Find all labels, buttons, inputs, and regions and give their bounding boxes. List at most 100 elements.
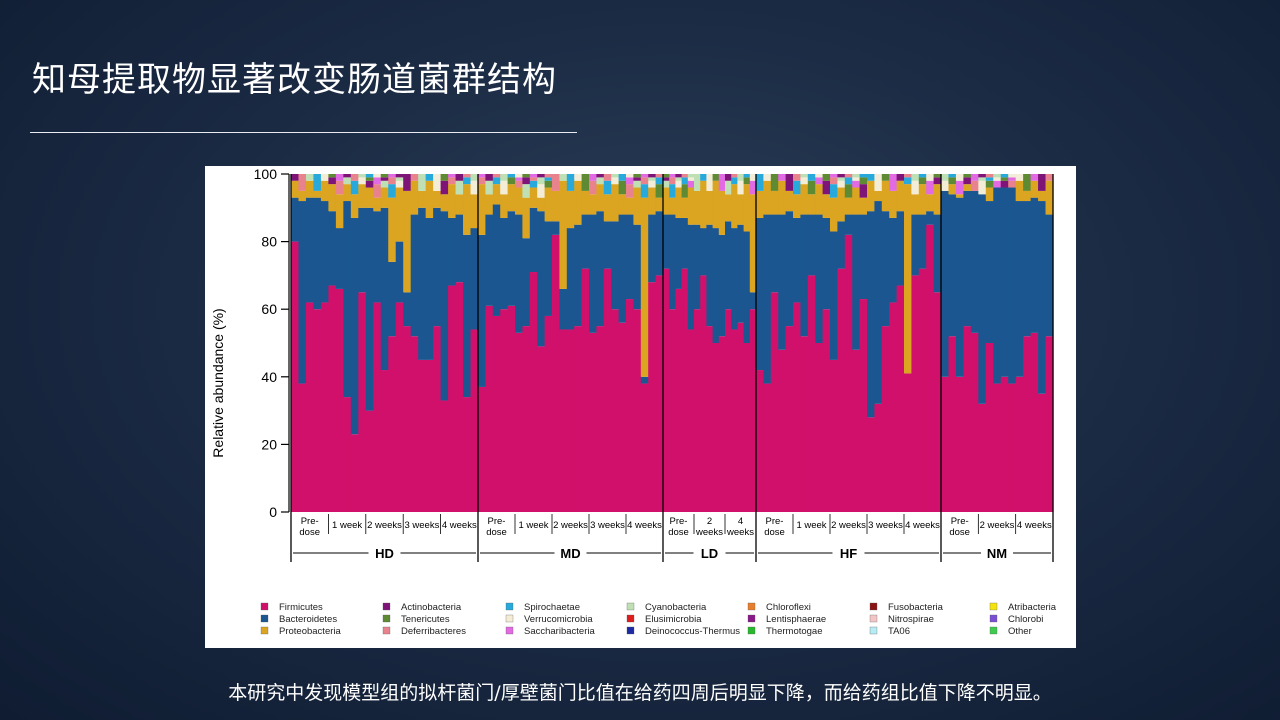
timepoint-label: 4	[738, 516, 743, 527]
bar-segment-saccharibacteria	[778, 174, 787, 181]
bar-segment-cyanobacteria	[596, 177, 605, 185]
legend-swatch-proteobacteria	[260, 626, 269, 635]
legend-label: Fusobacteria	[888, 602, 944, 613]
bar-segment-actinobacteria	[663, 177, 670, 181]
bar-segment-bacteroidetes	[770, 214, 779, 293]
bar-segment-deferribacteres	[515, 180, 523, 188]
bar-segment-proteobacteria	[305, 180, 315, 198]
bar-segment-deferribacteres	[904, 174, 912, 178]
legend-label: Proteobacteria	[279, 626, 342, 637]
bar-segment-proteobacteria	[859, 197, 868, 215]
bar-segment-deferribacteres	[681, 174, 689, 178]
bar-segment-deferribacteres	[373, 184, 382, 198]
bar-segment-actinobacteria	[403, 174, 412, 191]
timepoint-label: 1 week	[332, 520, 362, 531]
bar-segment-bacteroidetes	[852, 214, 861, 350]
bar-segment-firmicutes	[889, 302, 898, 512]
bar-segment-actinobacteria	[485, 174, 494, 181]
bar-segment-bacteroidetes	[305, 197, 315, 303]
bar-segment-proteobacteria	[867, 180, 875, 212]
bar-segment-proteobacteria	[663, 187, 670, 215]
bar-segment-tenericutes	[507, 177, 516, 185]
bar-segment-proteobacteria	[492, 184, 501, 205]
group-label-hf: HF	[840, 546, 857, 561]
bar-segment-saccharibacteria	[515, 177, 523, 181]
bar-segment-tenericutes	[544, 180, 553, 188]
bar-segment-verrucomicrobia	[837, 180, 846, 188]
bar-segment-verrucomicrobia	[955, 174, 964, 181]
bar-segment-spirochaetae	[388, 184, 397, 198]
legend-swatch-spirochaetae	[505, 602, 514, 611]
bar-segment-spirochaetae	[669, 184, 676, 198]
bar-segment-firmicutes	[844, 234, 853, 512]
bar-segment-actinobacteria	[933, 177, 942, 185]
bar-segment-bacteroidetes	[889, 217, 898, 303]
legend-swatch-bacteroidetes	[260, 614, 269, 623]
bar-segment-actinobacteria	[785, 174, 794, 191]
bar-segment-proteobacteria	[718, 190, 726, 235]
bar-segment-firmicutes	[778, 349, 787, 512]
legend-swatch-tenericutes	[382, 614, 391, 623]
bar-segment-bacteroidetes	[978, 194, 987, 404]
bar-segment-spirochaetae	[985, 177, 994, 181]
bar-segment-proteobacteria	[896, 180, 905, 212]
bar-segment-firmicutes	[522, 326, 531, 512]
bar-segment-bacteroidetes	[725, 221, 732, 310]
bar-segment-proteobacteria	[335, 194, 344, 229]
bar-segment-proteobacteria	[589, 194, 597, 215]
bar-segment-bacteroidetes	[618, 214, 627, 323]
bar-segment-spirochaetae	[1000, 174, 1009, 178]
bar-segment-bacteroidetes	[681, 217, 689, 269]
legend-swatch-actinobacteria	[382, 602, 391, 611]
bar-segment-saccharibacteria	[993, 180, 1002, 188]
bar-segment-bacteroidetes	[737, 224, 745, 323]
bar-segment-firmicutes	[478, 386, 486, 512]
bar-segment-cyanobacteria	[500, 174, 509, 181]
bar-segment-firmicutes	[440, 400, 449, 512]
bar-segment-proteobacteria	[948, 184, 957, 195]
bar-segment-cyanobacteria	[455, 180, 464, 195]
bar-segment-firmicutes	[867, 417, 875, 512]
bar-segment-deferribacteres	[603, 174, 612, 181]
legend-swatch-firmicutes	[260, 602, 269, 611]
bar-segment-firmicutes	[492, 315, 501, 512]
bar-segment-firmicutes	[403, 326, 412, 512]
bar-segment-bacteroidetes	[1008, 187, 1017, 384]
bar-segment-bacteroidetes	[633, 224, 642, 310]
bar-segment-proteobacteria	[433, 190, 442, 208]
bar-segment-bacteroidetes	[896, 211, 905, 286]
bar-segment-proteobacteria	[470, 194, 479, 229]
legend-swatch-deinococcus-thermus	[626, 626, 635, 635]
bar-segment-actinobacteria	[633, 177, 642, 181]
bar-segment-firmicutes	[993, 383, 1002, 512]
legend-label: Thermotogae	[766, 626, 823, 637]
bar-segment-actinobacteria	[522, 177, 531, 185]
bar-segment-tenericutes	[655, 184, 664, 198]
bar-segment-bacteroidetes	[749, 292, 757, 310]
bar-segment-bacteroidetes	[731, 228, 738, 330]
bar-segment-saccharibacteria	[970, 174, 979, 181]
bar-segment-verrucomicrobia	[737, 180, 745, 195]
bar-segment-proteobacteria	[844, 197, 853, 215]
bar-segment-proteobacteria	[1038, 190, 1047, 202]
bar-segment-verrucomicrobia	[648, 180, 657, 188]
bar-segment-bacteroidetes	[544, 221, 553, 316]
bar-segment-firmicutes	[785, 326, 794, 512]
bar-segment-firmicutes	[918, 268, 927, 512]
bar-segment-proteobacteria	[926, 194, 935, 212]
bar-segment-firmicutes	[544, 315, 553, 512]
bar-segment-deferribacteres	[448, 177, 457, 185]
bar-segment-actinobacteria	[343, 174, 352, 178]
bar-segment-tenericutes	[618, 180, 627, 195]
timepoint-label: Pre-	[670, 516, 688, 527]
bar-segment-deferribacteres	[335, 180, 344, 195]
bar-segment-verrucomicrobia	[373, 174, 382, 178]
bar-segment-spirochaetae	[844, 177, 853, 185]
timepoint-label: 2 weeks	[553, 520, 588, 531]
bar-segment-firmicutes	[731, 329, 738, 512]
bar-segment-bacteroidetes	[926, 211, 935, 225]
bar-segment-bacteroidetes	[655, 211, 664, 276]
bar-segment-spirochaetae	[681, 177, 689, 185]
bar-segment-bacteroidetes	[574, 224, 583, 327]
bar-segment-saccharibacteria	[589, 174, 597, 181]
